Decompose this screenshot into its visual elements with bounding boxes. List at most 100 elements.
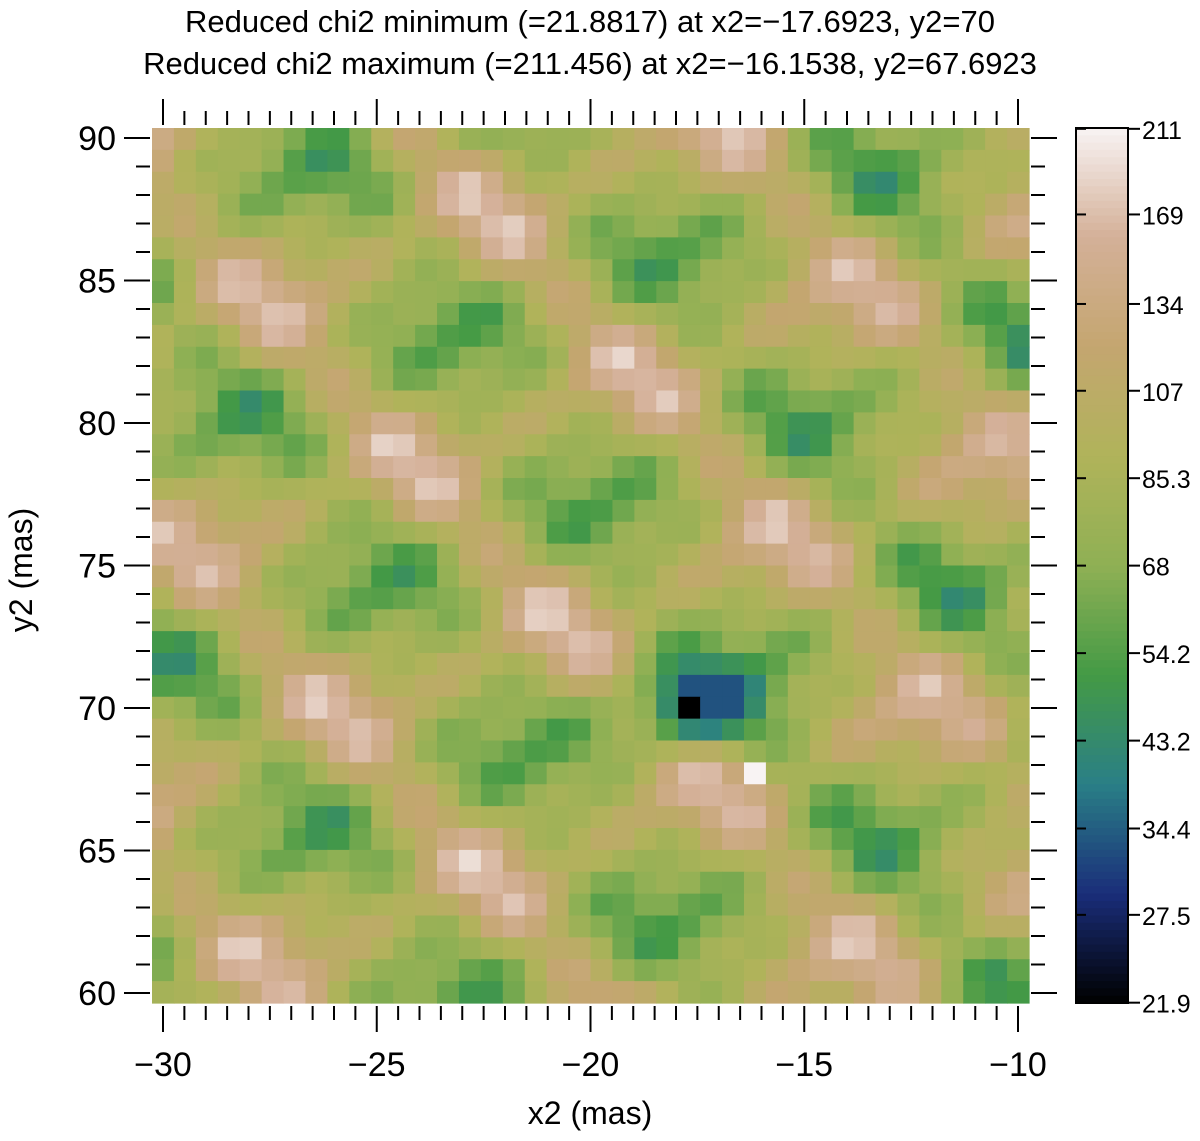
heatmap-cell [787, 609, 811, 632]
colorbar-segment [1076, 142, 1128, 151]
heatmap-cell [787, 368, 811, 392]
colorbar-segment [1076, 638, 1128, 647]
heatmap-cell [195, 937, 219, 960]
heatmap-cell [393, 674, 416, 698]
heatmap-cell [437, 718, 460, 742]
heatmap-cell [458, 959, 482, 982]
heatmap-cell [897, 674, 920, 698]
heatmap-cell [743, 259, 767, 282]
heatmap-cell [173, 478, 197, 501]
heatmap-cell [393, 828, 416, 851]
heatmap-cell [897, 631, 920, 654]
heatmap-cell [700, 631, 723, 654]
heatmap-cell [612, 434, 635, 457]
heatmap-cell [437, 806, 460, 829]
heatmap-cell [612, 893, 635, 917]
heatmap-cell [261, 543, 285, 567]
heatmap-cell [612, 871, 635, 895]
heatmap-cell [568, 499, 592, 523]
heatmap-cell [305, 412, 329, 435]
y-tick-label: 85 [78, 263, 116, 301]
heatmap-cell [853, 346, 877, 370]
heatmap-cell [458, 806, 482, 829]
heatmap-cell [1007, 959, 1030, 982]
heatmap-cell [853, 740, 877, 763]
heatmap-cell [700, 390, 723, 413]
heatmap-cell [656, 434, 679, 457]
heatmap-cell [458, 521, 482, 545]
heatmap-cell [283, 806, 307, 829]
heatmap-cell [743, 128, 767, 151]
heatmap-cell [897, 565, 920, 588]
heatmap-cell [152, 915, 175, 938]
heatmap-cell [327, 303, 350, 326]
heatmap-cell [919, 653, 942, 676]
heatmap-cell [305, 784, 329, 807]
colorbar-segment [1076, 128, 1128, 136]
heatmap-cell [853, 674, 877, 698]
heatmap-cell [678, 806, 701, 829]
heatmap-cell [853, 696, 877, 720]
heatmap-cell [634, 784, 657, 807]
heatmap-cell [371, 849, 394, 873]
heatmap-cell [656, 981, 679, 1004]
heatmap-cell [546, 653, 570, 676]
heatmap-cell [415, 631, 438, 654]
heatmap-cell [568, 128, 592, 151]
heatmap-cell [437, 149, 460, 173]
heatmap-cell [393, 456, 416, 479]
heatmap-cell [305, 193, 329, 217]
heatmap-cell [261, 128, 285, 151]
heatmap-cell [897, 324, 920, 348]
heatmap-cell [568, 828, 592, 851]
heatmap-cell [743, 915, 767, 938]
heatmap-cell [612, 828, 635, 851]
heatmap-cell [239, 324, 263, 348]
heatmap-cell [743, 609, 767, 632]
heatmap-cell [941, 390, 964, 413]
heatmap-cell [217, 412, 241, 435]
heatmap-cell [305, 565, 329, 588]
heatmap-cell [217, 937, 241, 960]
heatmap-cell [524, 303, 548, 326]
colorbar-tick-label: 27.5 [1142, 903, 1191, 931]
heatmap-cell [437, 762, 460, 785]
heatmap-cell [831, 434, 855, 457]
heatmap-cell [437, 696, 460, 720]
heatmap-cell [217, 543, 241, 567]
heatmap-cell [919, 718, 942, 742]
heatmap-cell [700, 674, 723, 698]
heatmap-cell [787, 653, 811, 676]
heatmap-cell [546, 193, 570, 217]
colorbar-segment [1076, 784, 1128, 793]
colorbar-segment [1076, 623, 1128, 632]
heatmap-cell [283, 412, 307, 435]
heatmap-cell [437, 171, 460, 195]
heatmap-cell [787, 696, 811, 720]
heatmap-cell [327, 587, 350, 610]
heatmap-cell [152, 937, 175, 960]
chart-title-line-2: Reduced chi2 maximum (=211.456) at x2=−1… [143, 46, 1037, 81]
heatmap-cell [393, 696, 416, 720]
heatmap-cell [217, 871, 241, 895]
heatmap-cell [853, 587, 877, 610]
heatmap-cell [722, 828, 745, 851]
heatmap-cell [173, 849, 197, 873]
heatmap-cell [853, 215, 877, 238]
heatmap-cell [590, 740, 614, 763]
heatmap-cell [678, 303, 701, 326]
heatmap-cell [283, 849, 307, 873]
heatmap-cell [173, 259, 197, 282]
heatmap-cell [415, 259, 438, 282]
heatmap-cell [722, 324, 745, 348]
heatmap-cell [678, 609, 701, 632]
heatmap-cell [743, 543, 767, 567]
heatmap-cell [393, 718, 416, 742]
heatmap-cell [217, 565, 241, 588]
heatmap-cell [875, 653, 899, 676]
heatmap-cell [415, 193, 438, 217]
heatmap-cell [897, 499, 920, 523]
heatmap-cell [722, 784, 745, 807]
heatmap-cell [283, 828, 307, 851]
heatmap-cell [700, 762, 723, 785]
